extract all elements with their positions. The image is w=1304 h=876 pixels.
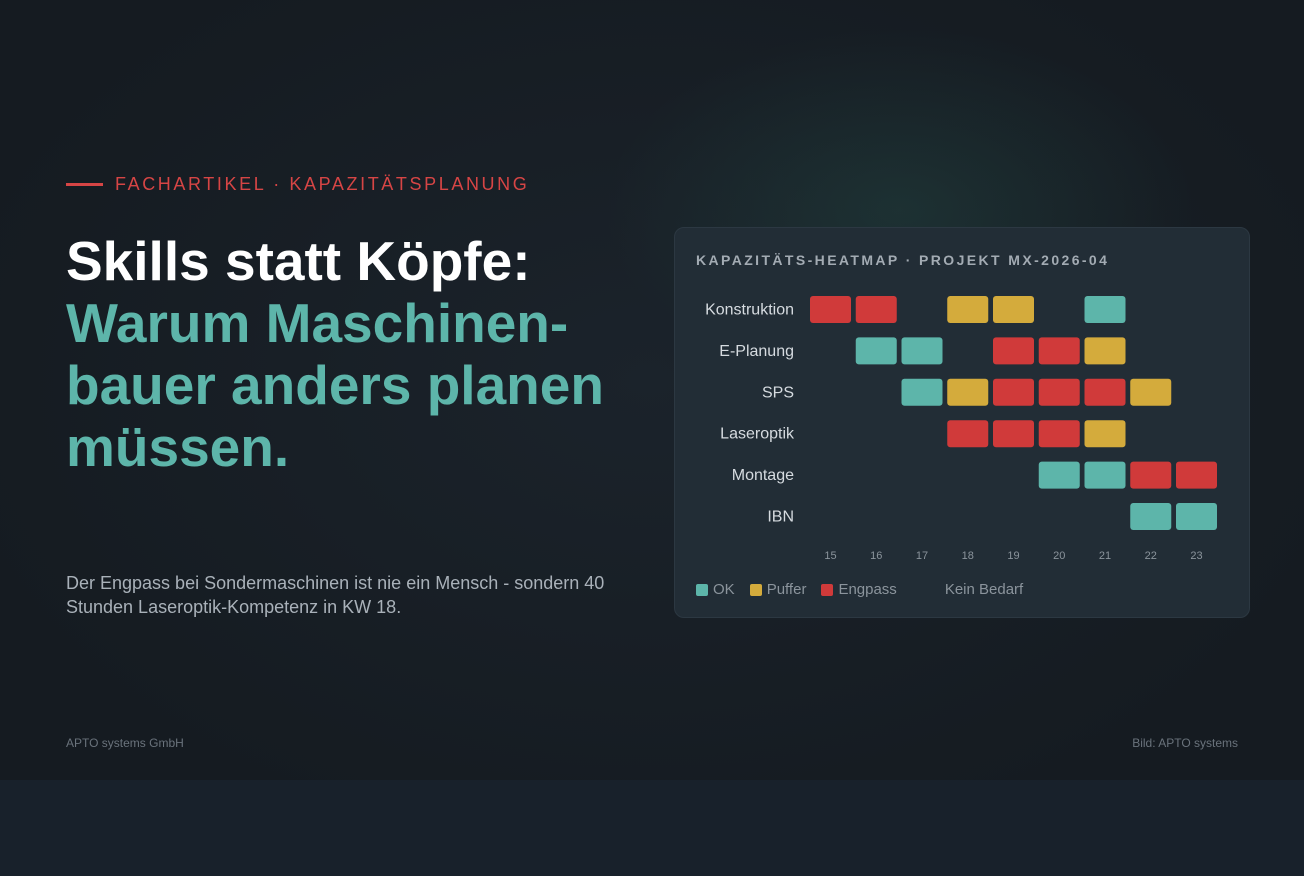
heatmap-cell-engpass [855, 296, 897, 323]
legend-label-ok: OK [713, 581, 735, 598]
intro-text: Der Engpass bei Sondermaschinen ist nie … [66, 573, 605, 617]
legend-swatch-engpass [821, 583, 834, 596]
image-credit: Bild: APTO systems [1132, 736, 1238, 750]
heatmap-cell-engpass [1130, 461, 1172, 489]
legend-label-puffer: Puffer [766, 581, 807, 598]
row-label: Konstruktion [705, 302, 794, 319]
heatmap-cell-puffer [1130, 378, 1172, 406]
legend-label-engpass: Engpass [838, 581, 897, 598]
column-label: 23 [1190, 550, 1202, 562]
legend-swatch-ok [696, 583, 708, 596]
heatmap-cell-ok [1038, 461, 1080, 489]
heatmap-cell-engpass [993, 420, 1034, 448]
row-label: SPS [762, 384, 794, 401]
column-label: 17 [916, 550, 928, 562]
heatmap-cell-puffer [993, 296, 1034, 323]
heatmap-cell-ok [855, 337, 897, 365]
heatmap-cell-puffer [947, 378, 989, 406]
legend-item-engpass: Engpass [821, 581, 897, 598]
heatmap-cell-engpass [1084, 378, 1126, 406]
heatmap-cell-engpass [810, 296, 851, 323]
column-label: 16 [870, 550, 882, 562]
heatmap-cell-ok [1084, 461, 1126, 489]
heatmap-cell-engpass [1038, 337, 1080, 365]
row-label: IBN [767, 509, 794, 526]
row-label: Montage [732, 467, 794, 484]
heatmap-cell-puffer [1084, 337, 1126, 365]
heatmap-cell-ok [901, 378, 943, 406]
heatmap-cell-puffer [1084, 420, 1126, 448]
heatmap-cell-engpass [947, 420, 989, 448]
heatmap-panel: KAPAZITÄTS-HEATMAP · PROJEKT MX-2026-04 … [674, 227, 1250, 618]
heatmap-cell-engpass [993, 378, 1034, 406]
heatmap-cell-engpass [1038, 378, 1080, 406]
company-name: APTO systems GmbH [66, 736, 184, 750]
headline-line-2: Warum Maschinen-bauer anders planen müss… [66, 292, 604, 478]
row-label: E-Planung [719, 343, 794, 360]
heatmap-cell-engpass [1176, 461, 1217, 489]
bottom-band [0, 780, 1304, 876]
headline: Skills statt Köpfe: Warum Maschinen-baue… [66, 230, 626, 478]
chart-legend: OK Puffer Engpass Kein Bedarf [696, 581, 1023, 598]
column-label: 18 [962, 550, 974, 562]
column-label: 19 [1007, 550, 1019, 562]
heatmap-cell-ok [1130, 503, 1172, 530]
legend-item-puffer: Puffer [749, 581, 807, 598]
heatmap-cell-engpass [1038, 420, 1080, 448]
chart-title: KAPAZITÄTS-HEATMAP · PROJEKT MX-2026-04 [696, 252, 1110, 268]
kicker-text: FACHARTIKEL · KAPAZITÄTSPLANUNG [115, 174, 530, 194]
legend-item-ok: OK [696, 581, 735, 598]
article-kicker: FACHARTIKEL · KAPAZITÄTSPLANUNG [66, 174, 529, 195]
kicker-line [66, 183, 103, 186]
column-label: 21 [1099, 550, 1111, 562]
legend-swatch-puffer [749, 583, 762, 596]
legend-empty-label: Kein Bedarf [944, 581, 1024, 598]
column-label: 15 [824, 550, 836, 562]
heatmap-cell-ok [1176, 503, 1217, 530]
heatmap-cell-puffer [947, 296, 989, 323]
row-label: Laseroptik [720, 426, 795, 443]
headline-line-1: Skills statt Köpfe: [66, 230, 531, 292]
heatmap-cell-ok [1084, 296, 1126, 323]
column-label: 20 [1053, 550, 1065, 562]
column-label: 22 [1145, 550, 1157, 562]
heatmap-cell-ok [901, 337, 943, 365]
heatmap-chart: Konstruktion E-Planung SPS Laseroptik Montag… [705, 296, 1217, 562]
heatmap-cell-engpass [993, 337, 1034, 365]
